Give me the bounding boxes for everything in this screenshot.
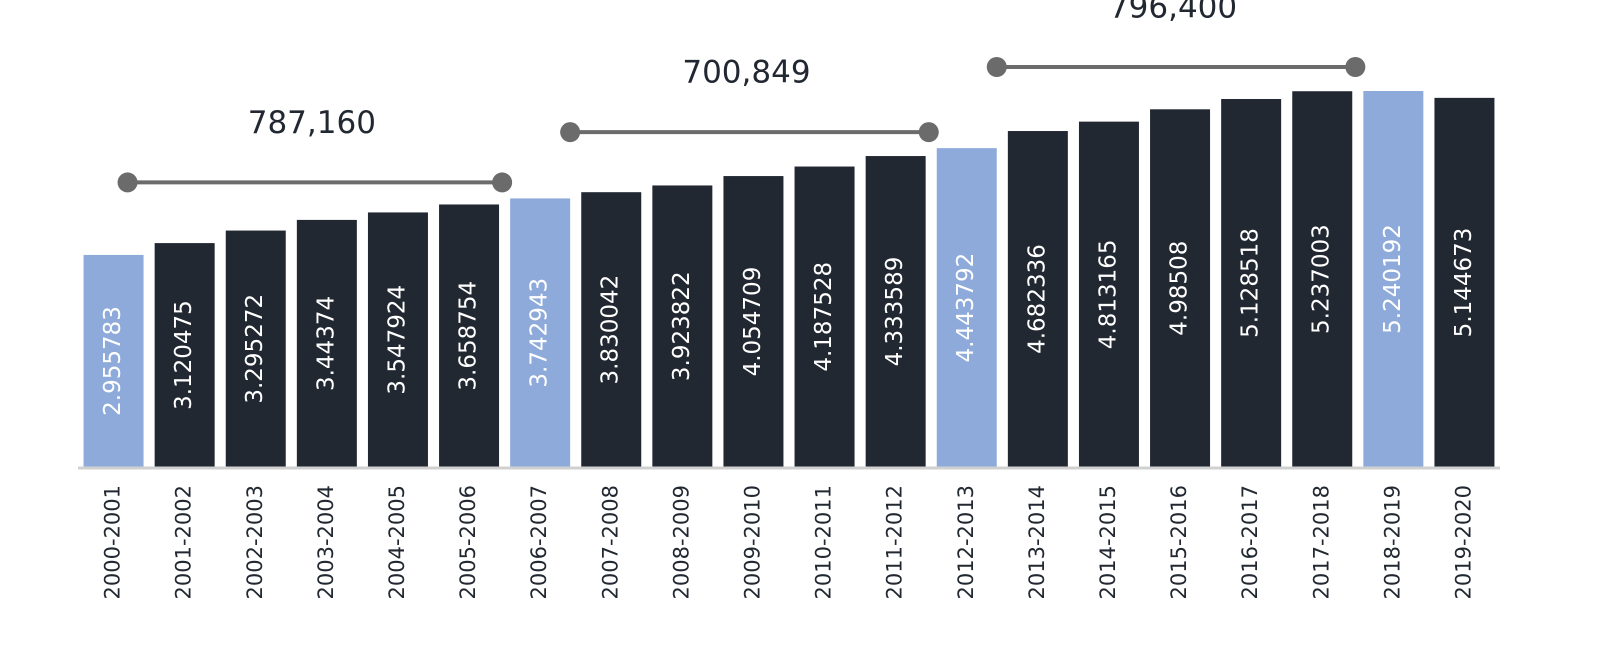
data-label: 3.295272 [242,294,268,404]
bar [1078,121,1139,468]
data-label: 3.44374 [313,296,339,391]
bracket-end [492,172,513,193]
data-label: 4.682336 [1024,244,1050,354]
x-tick-label: 2003-2004 [314,485,338,599]
bracket-end [918,122,939,143]
x-tick-label: 2017-2018 [1309,485,1333,599]
x-tick-label: 2019-2020 [1451,485,1475,599]
x-tick-label: 2018-2019 [1380,485,1404,599]
bracket-end [117,172,138,193]
x-tick-label: 2012-2013 [954,485,978,599]
annotation: 700,849 [682,55,810,91]
x-tick-label: 2001-2002 [172,485,196,599]
bar [83,254,144,467]
x-tick-label: 2011-2012 [883,485,907,599]
data-label: 5.128518 [1238,228,1264,338]
x-tick-label: 2014-2015 [1096,485,1120,599]
bracket-end [1345,57,1366,77]
x-tick-label: 2006-2007 [527,485,551,599]
bar [1292,91,1353,467]
bar [1434,97,1495,467]
data-label: 3.658754 [456,281,482,391]
bar [1221,99,1282,468]
data-label: 3.120475 [171,300,197,410]
data-label: 3.547924 [384,285,410,395]
bar [296,219,357,467]
bracket-end [560,122,581,143]
bar [865,156,926,467]
bar [936,148,997,467]
x-tick-label: 2015-2016 [1167,485,1191,599]
x-tick-label: 2002-2003 [243,485,267,599]
x-tick-label: 2007-2008 [598,485,622,599]
data-label: 3.830042 [598,275,624,385]
data-label: 4.333589 [882,257,908,367]
data-label: 3.923822 [669,271,695,381]
x-tick-label: 2013-2014 [1025,485,1049,599]
data-label: 3.742943 [527,278,553,388]
x-tick-label: 2016-2017 [1238,485,1262,599]
x-tick-label: 2009-2010 [740,485,764,599]
data-label: 4.054709 [740,267,766,377]
data-label: 5.144673 [1451,228,1477,338]
data-label: 5.240192 [1380,224,1406,334]
x-tick-label: 2005-2006 [456,485,480,599]
bar [510,198,571,467]
bar [1007,131,1068,467]
bracket-end [986,57,1007,77]
bar [225,230,286,467]
bar [367,212,428,467]
annotation: 787,160 [248,105,376,141]
x-tick-label: 2004-2005 [385,485,409,599]
data-label: 5.237003 [1309,224,1335,334]
bar [1363,91,1424,467]
data-label: 2.955783 [100,306,126,416]
x-tick-label: 2008-2009 [669,485,693,599]
data-label: 4.98508 [1167,241,1193,336]
bar [794,166,855,467]
bar [154,243,215,467]
data-label: 4.443792 [953,253,979,363]
data-label: 4.187528 [811,262,837,372]
bar [439,204,500,467]
bar [581,192,642,468]
annotation: 796,400 [1109,0,1237,26]
bar [652,185,713,468]
x-tick-label: 2000-2001 [101,485,125,599]
bar [1150,109,1211,467]
data-label: 4.813165 [1095,239,1121,349]
x-tick-label: 2010-2011 [812,485,836,599]
bar [723,176,784,467]
